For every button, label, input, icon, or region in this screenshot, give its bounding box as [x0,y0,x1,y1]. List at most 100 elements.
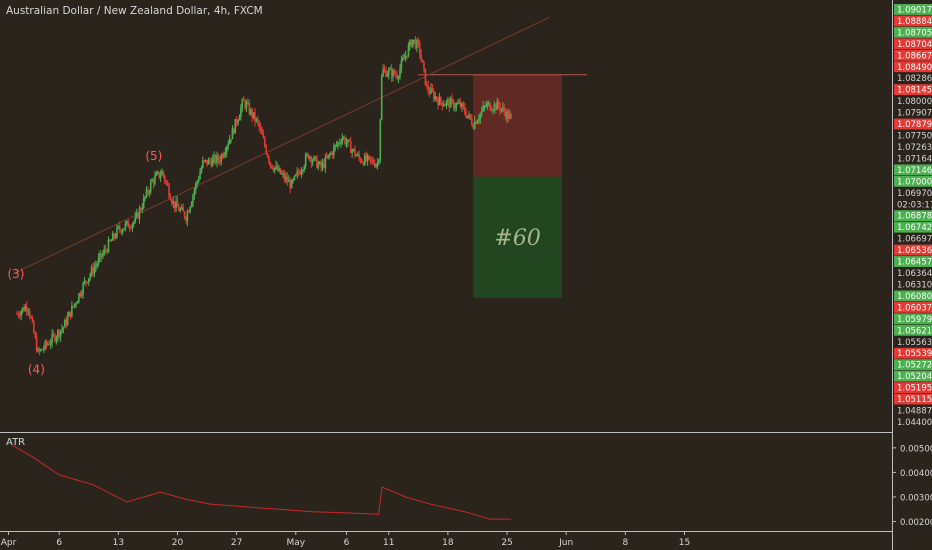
candle-body [421,59,424,63]
candle-body [118,226,121,230]
candle-body [151,179,153,182]
price-tag [894,301,932,313]
candle-body [385,69,387,77]
candle-body [406,55,408,57]
candle-body [273,167,276,171]
candle-body [44,341,46,349]
candle-body [182,207,184,212]
candle-body [147,189,149,193]
candle-body [82,283,84,294]
candle-body [106,250,108,253]
candle-body [172,201,175,204]
candle-body [69,311,72,317]
candle-body [390,68,393,78]
price-axis-label: 1.08705 [897,28,932,38]
candle-body [333,146,335,156]
candle-body [203,160,206,162]
candle-body [341,137,344,144]
candle-body [199,172,201,180]
candle-body [45,341,48,345]
candle-body [224,152,227,155]
atr-label: ATR [6,437,26,448]
candle-body [64,319,66,328]
candle-body [438,97,441,106]
candle-body [100,253,103,257]
candle-body [79,293,82,296]
candle-body [200,167,203,173]
candle-body [120,229,122,233]
candle-body [442,104,445,107]
candle-body [295,174,297,176]
candle-body [99,253,101,258]
candle-body [503,107,506,112]
candle-body [493,104,496,110]
candle-body [192,195,194,203]
candle-body [297,171,300,173]
candle-body [97,257,100,264]
candle-body [510,114,513,116]
candle-body [383,69,386,71]
price-axis-label: 1.08884 [897,17,932,27]
price-axis-label: 1.08667 [897,51,932,61]
candle-body [373,163,376,167]
candle-body [487,102,490,104]
candle-body [403,58,406,60]
candle-body [27,310,30,312]
candle-body [178,206,180,212]
candle-body [362,162,365,165]
candle-body [254,112,256,122]
candle-body [413,39,415,41]
candle-body [202,160,204,168]
candle-body [304,155,307,167]
candle-body [506,111,508,119]
candle-body [113,233,115,238]
candle-body [356,154,359,156]
candle-body [306,154,308,156]
candle-body [340,143,342,145]
candle-body [271,165,273,169]
price-tag [894,393,932,405]
candle-body [279,167,282,174]
candle-body [131,223,134,229]
candle-body [480,110,483,114]
price-axis-label: 1.05272 [897,361,932,371]
price-tag [894,4,932,15]
candle-body [431,88,434,92]
candle-body [135,212,138,217]
candle-body [40,349,42,352]
price-axis-label: 1.06970 [897,189,932,199]
candle-body [111,233,114,241]
price-tag [894,313,932,325]
candle-body [441,102,444,107]
price-axis-label: 1.07263 [897,143,932,153]
candle-body [473,121,476,129]
price-axis-label: 1.07146 [897,166,932,176]
candle-body [95,265,97,268]
candle-body [328,154,331,156]
trend-line [12,16,550,275]
time-axis-label: Jun [558,538,573,548]
price-tag [894,347,932,359]
candle-body [93,267,96,274]
price-tag [894,382,932,394]
price-axis-label: 1.05621 [897,326,932,336]
candle-body [169,196,172,201]
candle-body [159,175,162,178]
price-axis-label: 1.05195 [897,384,932,394]
candle-body [18,315,21,317]
price-tag [894,84,932,96]
candle-body [138,208,141,219]
candle-body [35,337,38,352]
candle-body [83,280,86,284]
candle-body [486,103,489,107]
candle-body [287,180,290,183]
price-tag [894,175,932,187]
candle-body [175,200,177,209]
candle-body [130,227,132,229]
wave-label: (3) [7,267,24,281]
candle-body [365,155,368,161]
candle-body [331,152,334,156]
time-axis-label: 15 [679,538,690,548]
candle-body [37,349,39,352]
